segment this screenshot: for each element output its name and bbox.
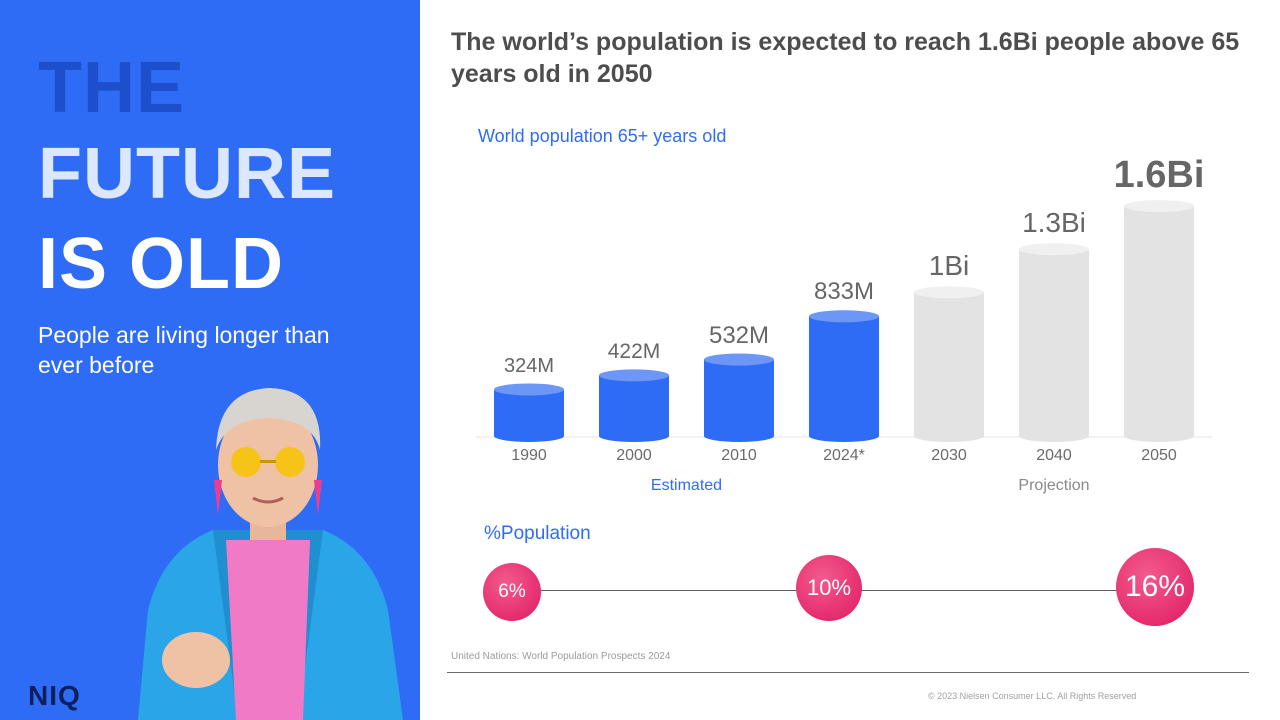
bar-2040 bbox=[1019, 243, 1089, 442]
bar-2024 bbox=[809, 310, 879, 442]
chart-title: World population 65+ years old bbox=[478, 126, 727, 146]
woman-portrait-image bbox=[138, 388, 403, 720]
bar-body bbox=[1124, 206, 1194, 442]
bar-value-label: 1.3Bi bbox=[1022, 207, 1086, 239]
bar-value-label: 1.6Bi bbox=[1113, 154, 1205, 197]
source-note: United Nations: World Population Prospec… bbox=[451, 651, 671, 662]
group-label-estimated: Estimated bbox=[650, 477, 723, 494]
population-share-circle: 6% bbox=[483, 563, 541, 621]
bar-body bbox=[809, 316, 879, 442]
bar-value-label: 1Bi bbox=[928, 250, 970, 282]
footer-divider bbox=[447, 672, 1249, 673]
bar-cap bbox=[599, 369, 669, 382]
bar-value-label: 324M bbox=[503, 355, 555, 378]
bar-cap bbox=[1019, 243, 1089, 256]
population-share-circle: 16% bbox=[1116, 548, 1194, 626]
copyright-note: © 2023 Nielsen Consumer LLC. All Rights … bbox=[928, 691, 1137, 701]
category-label: 2024* bbox=[823, 447, 865, 464]
bar-1990 bbox=[494, 383, 564, 442]
hero-subtitle: People are living longer than ever befor… bbox=[38, 322, 330, 378]
bar-2010 bbox=[704, 353, 774, 442]
bar-cap bbox=[494, 383, 564, 396]
population-bar-chart bbox=[476, 200, 1212, 442]
category-label: 2000 bbox=[616, 447, 652, 464]
niq-logo: NIQ bbox=[28, 680, 81, 711]
headline: The world’s population is expected to re… bbox=[451, 28, 1240, 88]
category-label: 2040 bbox=[1036, 447, 1072, 464]
bar-body bbox=[1019, 249, 1089, 442]
bar-value-label: 833M bbox=[813, 278, 875, 306]
bar-2030 bbox=[914, 286, 984, 442]
bar-body bbox=[599, 375, 669, 442]
bar-body bbox=[704, 359, 774, 442]
hero-line-future: FUTURE bbox=[38, 134, 336, 214]
category-label: 2010 bbox=[721, 447, 757, 464]
hero-panel: THE FUTURE IS OLD People are living long… bbox=[0, 0, 420, 720]
bar-value-label: 422M bbox=[607, 340, 661, 364]
population-share-circle: 10% bbox=[796, 555, 862, 621]
bar-2000 bbox=[599, 369, 669, 442]
bar-body bbox=[914, 292, 984, 442]
category-label: 1990 bbox=[511, 447, 547, 464]
bar-value-label: 532M bbox=[708, 321, 770, 349]
bar-cap bbox=[1124, 200, 1194, 213]
bar-body bbox=[494, 389, 564, 442]
hero-line-the: THE bbox=[38, 48, 185, 128]
category-label: 2050 bbox=[1141, 447, 1177, 464]
bar-cap bbox=[914, 286, 984, 299]
bar-cap bbox=[704, 353, 774, 366]
group-label-projection: Projection bbox=[1018, 477, 1090, 494]
population-share-label: %Population bbox=[484, 523, 591, 544]
bar-cap bbox=[809, 310, 879, 323]
category-label: 2030 bbox=[931, 447, 967, 464]
bar-2050 bbox=[1124, 200, 1194, 442]
hero-line-is-old: IS OLD bbox=[38, 224, 285, 304]
